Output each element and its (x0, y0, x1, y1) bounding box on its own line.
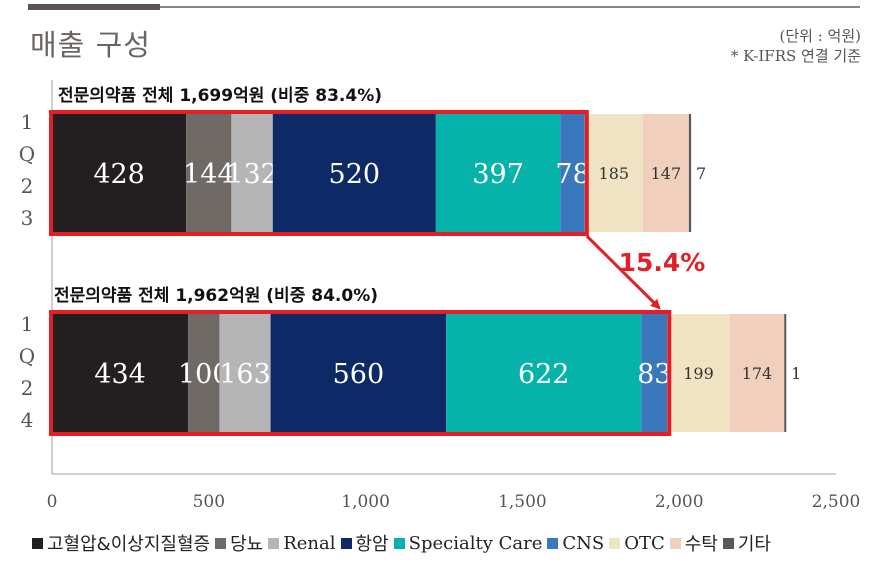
legend-label: OTC (624, 532, 665, 554)
bar-value-label: 560 (333, 359, 385, 390)
page-title: 매출 구성 (30, 28, 151, 62)
x-tick-label: 500 (193, 492, 225, 512)
bar-value-label: 428 (93, 159, 145, 190)
group-title: 전문의약품 전체 1,699억원 (비중 83.4%) (58, 85, 382, 106)
unit-note: (단위 : 억원) * K-IFRS 연결 기준 (731, 26, 861, 66)
growth-arrow (585, 234, 661, 310)
bar-segment (186, 114, 232, 232)
category-label-char: Q (19, 344, 35, 368)
bar-segment (52, 314, 189, 432)
legend-swatch (393, 537, 405, 549)
legend-label: Specialty Care (408, 532, 543, 554)
category-label-char: Q (19, 142, 35, 166)
bar-value-label: 174 (742, 364, 773, 383)
bar-value-label: 622 (518, 359, 570, 390)
category-label-char: 2 (21, 174, 34, 198)
legend-swatch (32, 537, 43, 549)
bar-segment (688, 114, 692, 232)
legend-label: 당뇨 (230, 534, 264, 555)
bar-segment (52, 114, 187, 232)
legend-swatch (215, 537, 227, 549)
bar-segment (446, 314, 642, 432)
unit-note-line2: * K-IFRS 연결 기준 (730, 47, 861, 65)
chart-legend: 고혈압&이상지질혈증 당뇨 Renal 항암 Specialty Care CNS OTC 수… (32, 530, 776, 556)
rx-highlight-box (49, 110, 589, 236)
legend-item: 고혈압&이상지질혈증 (32, 530, 210, 556)
legend-label: 수탁 (684, 534, 718, 555)
bar-segment (188, 314, 220, 432)
bar-segment (435, 114, 561, 232)
legend-swatch (609, 537, 621, 549)
legend-label: 항암 (355, 534, 389, 555)
bar-segment (560, 114, 585, 232)
bar-value-label: 434 (94, 359, 146, 390)
bar-segment (641, 314, 668, 432)
legend-item: CNS (547, 533, 604, 554)
bar-value-label: 132 (226, 159, 278, 190)
bar-value-label: 163 (219, 359, 271, 390)
sales-composition-chart: 0 500 1,000 1,500 2,000 2,500 1 Q 2 3 전문의약품 전체 1,6… (19, 80, 861, 512)
unit-note-line1: (단위 : 억원) (779, 27, 862, 45)
legend-swatch (268, 537, 280, 549)
category-label-char: 1 (21, 110, 34, 134)
legend-item: Renal (268, 532, 336, 554)
legend-item: Specialty Care (393, 532, 543, 554)
x-tick-label: 1,500 (498, 492, 547, 512)
bar-segment (667, 314, 730, 432)
category-label-char: 2 (21, 376, 34, 400)
bar-segment (231, 114, 273, 232)
title-rule-dark (28, 4, 160, 10)
legend-item: 수탁 (669, 530, 718, 556)
title-rule-light (160, 6, 860, 8)
bar-value-label: 1 (791, 364, 801, 383)
x-tick-label: 2,500 (812, 492, 861, 512)
legend-swatch (547, 537, 559, 549)
bar-segment (272, 114, 436, 232)
bar-segment (219, 314, 271, 432)
category-label-char: 1 (21, 312, 34, 336)
legend-item: 당뇨 (215, 530, 263, 556)
bar-value-label: 397 (472, 159, 524, 190)
legend-label: Renal (283, 532, 336, 554)
legend-swatch (340, 537, 352, 549)
legend-item: 기타 (722, 530, 771, 556)
bar-segment (642, 114, 689, 232)
legend-swatch (669, 537, 681, 549)
bar-value-label: 144 (183, 159, 235, 190)
group-title: 전문의약품 전체 1,962억원 (비중 84.0%) (54, 285, 378, 306)
bar-segment (729, 314, 785, 432)
x-tick-label: 0 (47, 492, 58, 512)
x-tick-label: 2,000 (655, 492, 704, 512)
legend-item: OTC (609, 533, 665, 554)
bar-value-label: 520 (329, 159, 381, 190)
bar-value-label: 185 (599, 164, 630, 183)
bar-segment (270, 314, 447, 432)
category-label-char: 4 (21, 408, 34, 432)
legend-label: CNS (562, 532, 605, 554)
legend-label: 고혈압&이상지질혈증 (47, 534, 211, 555)
growth-annotation: 15.4% (619, 248, 706, 277)
legend-label: 기타 (737, 534, 771, 555)
bar-value-label: 78 (555, 159, 589, 190)
bar-value-label: 7 (696, 164, 706, 183)
legend-swatch (722, 537, 734, 549)
bar-value-label: 83 (637, 359, 671, 390)
bar-value-label: 147 (651, 164, 682, 183)
legend-item: 항암 (340, 530, 389, 556)
rx-highlight-box (49, 310, 672, 436)
bar-segment (784, 314, 787, 432)
bar-value-label: 199 (683, 364, 714, 383)
bar-segment (584, 114, 643, 232)
category-label-char: 3 (21, 206, 34, 230)
x-tick-label: 1,000 (341, 492, 390, 512)
